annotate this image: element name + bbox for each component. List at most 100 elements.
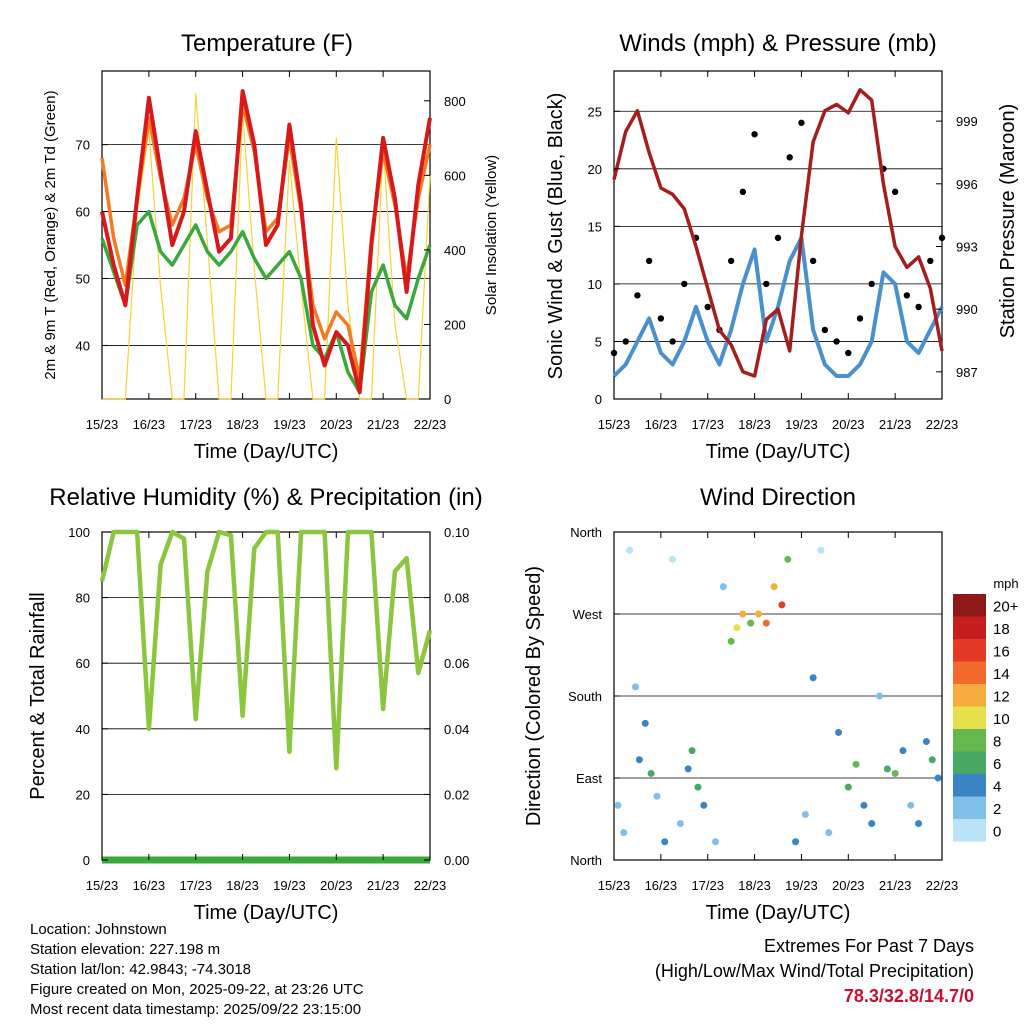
x-tick-label: 18/23 [226,417,259,432]
x-tick-label: 20/23 [832,417,865,432]
gust-point [868,280,875,288]
x-tick-label: 19/23 [273,878,306,893]
direction-point [647,769,655,777]
humidity-x-ticks: 15/23 16/23 17/23 18/23 19/23 20/23 21/23 22/23 [86,532,447,893]
x-tick-label: 20/23 [320,878,353,893]
y-tick-label: 25 [588,104,602,119]
direction-point [784,555,792,563]
gust-point [657,315,665,322]
direction-point [762,619,770,627]
direction-x-ticks: 15/23 16/23 17/23 18/23 19/23 20/23 21/23 22/23 [598,532,959,893]
direction-y-ticks: North East South West North [568,525,620,868]
x-tick-label: 20/23 [320,417,353,432]
y-tick-label: 100 [68,525,90,540]
y-tick-label: 0 [595,392,602,407]
direction-point [809,674,817,682]
extremes-title: Extremes For Past 7 Days [763,936,974,956]
gust-point [786,154,793,161]
x-tick-label: 17/23 [691,417,724,432]
temperature-x-ticks: 15/23 16/23 17/23 18/23 19/23 20/23 21/23 22/23 [86,71,447,432]
y2-tick-label: 996 [956,177,978,192]
colorbar-swatch [953,706,986,729]
x-tick-label: 22/23 [414,417,447,432]
gust-point [610,349,618,357]
gust-point [856,315,864,322]
colorbar-swatch [953,639,986,662]
y-tick-label: East [576,771,602,786]
direction-point [852,760,860,768]
direction-point [700,801,708,809]
x-tick-label: 19/23 [273,417,306,432]
humidity-y2-ticks: 0.00 0.02 0.04 0.06 0.08 0.10 [424,525,469,868]
direction-y-label: Direction (Colored By Speed) [523,566,545,826]
winds-y2-ticks: 987 990 993 996 999 [936,114,978,380]
gust-point [751,131,758,138]
direction-point [614,801,622,809]
colorbar-label: 4 [993,778,1001,795]
x-tick-label: 22/23 [926,878,959,893]
colorbar-label: 0 [993,823,1001,840]
speed-colorbar: mph 20+ 18 16 14 12 10 8 6 4 2 0 [953,576,1019,842]
temperature-series [100,89,432,400]
x-tick-label: 21/23 [879,878,912,893]
humidity-x-label: Time (Day/UTC) [194,902,339,924]
direction-point [653,792,661,800]
x-tick-label: 15/23 [86,878,119,893]
y2-tick-label: 0.10 [444,525,469,540]
direction-point [676,820,684,828]
x-tick-label: 16/23 [645,878,678,893]
y-tick-label: 50 [76,272,90,287]
direction-point [883,765,891,773]
direction-point [835,728,843,736]
direction-point [778,601,786,609]
direction-panel: Wind Direction North East South West North 1… [523,484,1019,924]
series-line-2m-td [100,209,432,395]
y-tick-label: South [568,689,602,704]
colorbar-label: 16 [993,643,1010,660]
y2-tick-label: 993 [956,239,978,254]
temperature-y-ticks: 40 50 60 70 [76,138,108,353]
winds-title: Winds (mph) & Pressure (mb) [619,30,936,57]
gust-point [763,280,770,288]
humidity-title: Relative Humidity (%) & Precipitation (i… [49,484,482,511]
gust-point [645,257,653,265]
direction-point [934,774,942,782]
gust-point [821,326,829,334]
humidity-panel: Relative Humidity (%) & Precipitation (i… [27,484,483,924]
y2-tick-label: 0.04 [444,722,469,737]
y2-tick-label: 800 [444,94,466,109]
direction-grid [614,531,942,861]
x-tick-label: 22/23 [414,878,447,893]
colorbar-label: 20+ [993,598,1019,615]
x-tick-label: 16/23 [645,417,678,432]
gust-point [915,303,922,311]
x-tick-label: 16/23 [133,878,166,893]
direction-point [868,820,876,828]
y2-tick-label: 600 [444,168,466,183]
gust-point [634,292,641,299]
temperature-panel: Temperature (F) 40 50 60 70 0 200 400 600 800 1… [42,30,500,463]
colorbar-label: 18 [993,621,1010,638]
direction-point [891,769,899,777]
figure-created: Figure created on Mon, 2025-09-22, at 23… [30,981,364,998]
recent-timestamp: Most recent data timestamp: 2025/09/22 2… [30,1001,362,1018]
x-tick-label: 21/23 [367,417,400,432]
colorbar-swatch [953,594,986,617]
colorbar-swatch [953,684,986,707]
colorbar-swatch [953,729,986,752]
x-tick-label: 17/23 [691,878,724,893]
direction-point [899,747,907,755]
colorbar-swatch [953,796,986,819]
direction-point [641,719,649,727]
direction-point [661,838,669,846]
direction-point [635,756,643,764]
gust-point [845,349,852,357]
colorbar-swatch [953,774,986,797]
direction-point [770,583,778,591]
colorbar-label: 6 [993,756,1001,773]
direction-point [712,838,720,846]
direction-point [844,783,852,791]
direction-point [915,820,923,828]
temperature-y2-label: Solar Insolation (Yellow) [483,155,500,315]
y2-tick-label: 400 [444,243,466,258]
